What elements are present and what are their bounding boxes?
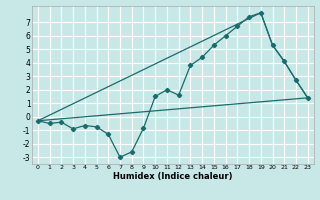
X-axis label: Humidex (Indice chaleur): Humidex (Indice chaleur) (113, 172, 233, 181)
